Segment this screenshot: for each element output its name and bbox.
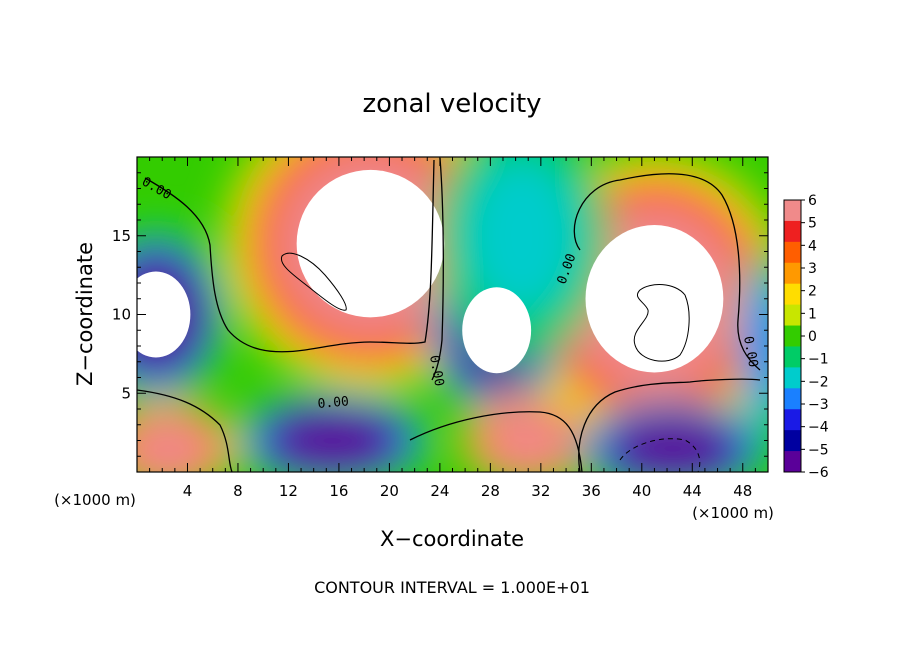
colorbar-label: 3 [808,261,817,277]
chart-title: zonal velocity [362,89,541,119]
x-axis: 4 8 12 16 20 24 28 32 36 40 44 48 [149,157,756,500]
colorbar-swatch [784,220,801,243]
colorbar-label: 4 [808,238,817,254]
x-tick-label: 36 [582,482,601,500]
colorbar-label: 5 [808,216,817,232]
inner-contour-right [633,284,690,362]
x-axis-label: X−coordinate [380,527,524,551]
colorbar-swatch [784,346,801,368]
x-tick-label: 32 [531,482,550,500]
y-unit-label: (×1000 m) [54,491,136,509]
colorbar-swatch [784,241,801,264]
contour-label: 0.00 [426,354,446,387]
y-tick-label: 10 [112,306,131,324]
region-ring [484,409,573,472]
zero-contour-left [144,159,435,353]
contour-interval-note: CONTOUR INTERVAL = 1.000E+01 [314,578,590,597]
inner-contour-upper [280,252,347,311]
region-ring [137,416,213,472]
x-tick-label: 28 [481,482,500,500]
colorbar-swatch [784,430,801,452]
colorbar-swatch [784,451,801,473]
region-ring [610,416,737,472]
y-tick-label: 15 [112,227,131,245]
field-cores [137,169,724,374]
colorbar-label: 6 [808,193,817,209]
zero-contours [137,157,761,472]
region-core [137,271,191,358]
x-tick-label: 20 [380,482,399,500]
region-core [462,287,532,374]
x-tick-label: 40 [632,482,651,500]
y-axis: 5 10 15 [112,172,768,457]
colorbar-swatch [784,388,801,410]
x-tick-label: 4 [183,482,193,500]
colorbar-label: 2 [808,284,817,300]
zero-contour-mid [431,157,444,381]
zero-contour-right [573,173,761,371]
x-tick-label: 8 [233,482,243,500]
colorbar-label: −3 [808,397,829,413]
x-tick-label: 48 [733,482,752,500]
colorbar-label: −1 [808,352,829,368]
colorbar-label: 0 [808,329,817,345]
colorbar-label: −2 [808,374,829,390]
colorbar-swatch [784,367,801,389]
region-lower-left-jet [137,399,237,472]
colorbar: 6 5 4 3 2 1 0 −1 −2 −3 −4 −5 −6 [783,193,829,481]
colorbar-swatch [784,262,801,285]
x-tick-label: 16 [329,482,348,500]
region-core [585,225,724,373]
zero-contour-bottom-left [137,389,233,472]
colorbar-swatch [784,409,801,431]
x-tick-label: 44 [683,482,702,500]
region-lower-center-easterly [234,391,431,472]
colorbar-swatch [784,304,801,327]
region-core [296,169,445,318]
colorbar-swatch [784,200,801,222]
y-tick-label: 5 [121,384,131,402]
colorbar-label: 1 [808,306,817,322]
zero-contour-lower-mid [409,411,583,472]
colorbar-label: −4 [808,420,829,436]
colorbar-label: −6 [808,465,829,481]
x-unit-label: (×1000 m) [692,504,774,522]
x-tick-label: 24 [430,482,449,500]
region-ring [269,409,396,472]
x-tick-label: 12 [279,482,298,500]
colorbar-label: −5 [808,442,829,458]
region-lower-right-easterly [575,399,768,472]
region-lower-center-jet [459,391,597,472]
colorbar-swatch [784,325,801,347]
plot-area: 0.00 0.00 0.00 0.00 0.00 [137,157,768,472]
region-ring [465,157,579,315]
zero-contour-lower-right [578,378,761,472]
y-axis-label: Z−coordinate [73,242,97,386]
contour-label: 0.00 [317,394,350,412]
contour-label: 0.00 [740,335,760,368]
colorbar-swatch [784,283,801,306]
